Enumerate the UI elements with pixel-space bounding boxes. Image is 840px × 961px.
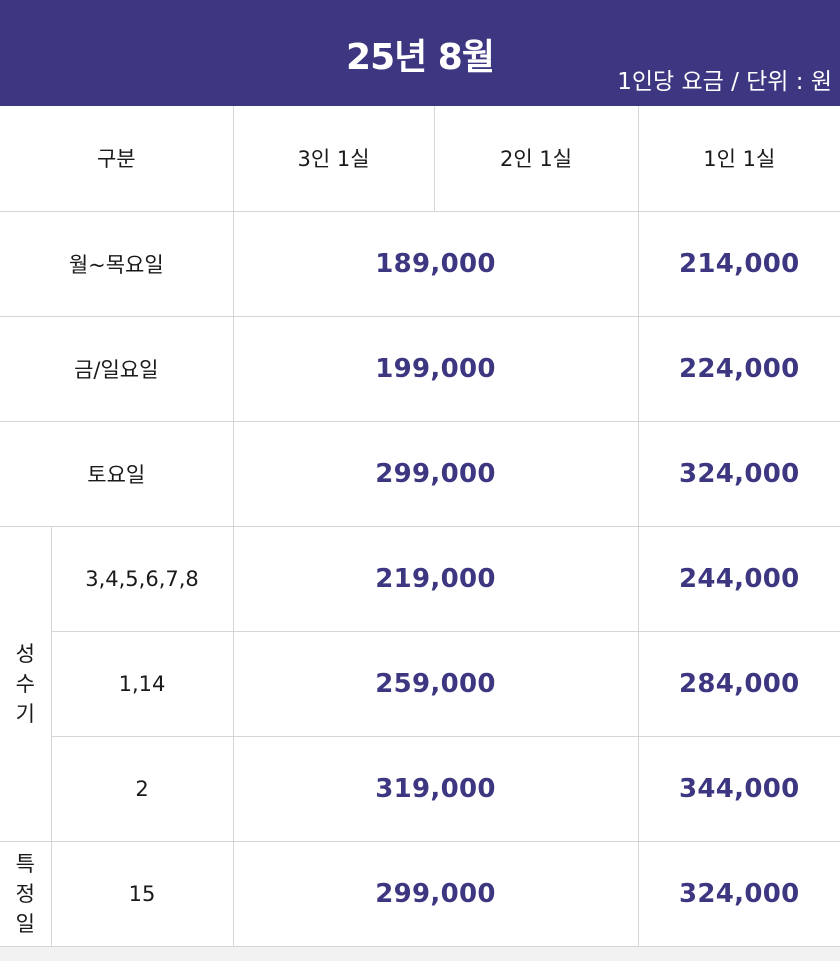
bottom-strip (0, 946, 840, 953)
price-single-saturday: 324,000 (637, 420, 840, 527)
special-label-char: 일 (15, 911, 35, 936)
page-title: 25년 8월 (346, 37, 495, 78)
price-single-special: 324,000 (637, 840, 840, 947)
peak-label-char: 성 (15, 641, 35, 666)
header-category: 구분 (0, 106, 234, 212)
price-shared-peak: 319,000 (232, 735, 639, 842)
row-label-weekday: 월~목요일 (0, 210, 234, 317)
header-triple-room: 3인 1실 (232, 106, 435, 212)
table-row: 월~목요일 189,000 214,000 (0, 210, 840, 317)
special-label-char: 특 (15, 851, 35, 876)
price-single-peak: 344,000 (637, 735, 840, 842)
price-shared-fri-sun: 199,000 (232, 315, 639, 422)
header-double-room: 2인 1실 (433, 106, 639, 212)
table-row: 1,14 259,000 284,000 (0, 630, 840, 737)
special-label-char: 정 (15, 881, 35, 906)
peak-label-char: 기 (15, 701, 35, 726)
price-shared-peak: 259,000 (232, 630, 639, 737)
table-row: 특 정 일 15 299,000 324,000 (0, 840, 840, 947)
price-single-fri-sun: 224,000 (637, 315, 840, 422)
peak-label-char: 수 (15, 671, 35, 696)
price-shared-weekday: 189,000 (232, 210, 639, 317)
unit-note: 1인당 요금 / 단위 : 원 (617, 69, 832, 95)
price-shared-saturday: 299,000 (232, 420, 639, 527)
special-day-label: 특 정 일 (0, 840, 52, 947)
row-label-saturday: 토요일 (0, 420, 234, 527)
table-row: 토요일 299,000 324,000 (0, 420, 840, 527)
table-row: 2 319,000 344,000 (0, 735, 840, 842)
peak-dates: 1,14 (51, 630, 234, 737)
peak-dates: 2 (51, 735, 234, 842)
table-row: 성 수 기 3,4,5,6,7,8 219,000 244,000 (0, 525, 840, 842)
price-shared-peak: 219,000 (232, 525, 639, 632)
peak-season-label: 성 수 기 (0, 525, 52, 842)
price-header: 25년 8월 1인당 요금 / 단위 : 원 (0, 0, 840, 106)
peak-dates: 3,4,5,6,7,8 (50, 525, 234, 632)
special-dates: 15 (50, 840, 234, 947)
header-single-room: 1인 1실 (637, 106, 840, 212)
table-row: 금/일요일 199,000 224,000 (0, 315, 840, 422)
price-shared-special: 299,000 (232, 840, 639, 947)
price-table: 구분 3인 1실 2인 1실 1인 1실 월~목요일 189,000 214,0… (0, 106, 840, 947)
row-label-fri-sun: 금/일요일 (0, 315, 234, 422)
price-single-peak: 284,000 (637, 630, 840, 737)
table-header-row: 구분 3인 1실 2인 1실 1인 1실 (0, 106, 840, 212)
price-single-weekday: 214,000 (637, 210, 840, 317)
price-single-peak: 244,000 (637, 525, 840, 632)
